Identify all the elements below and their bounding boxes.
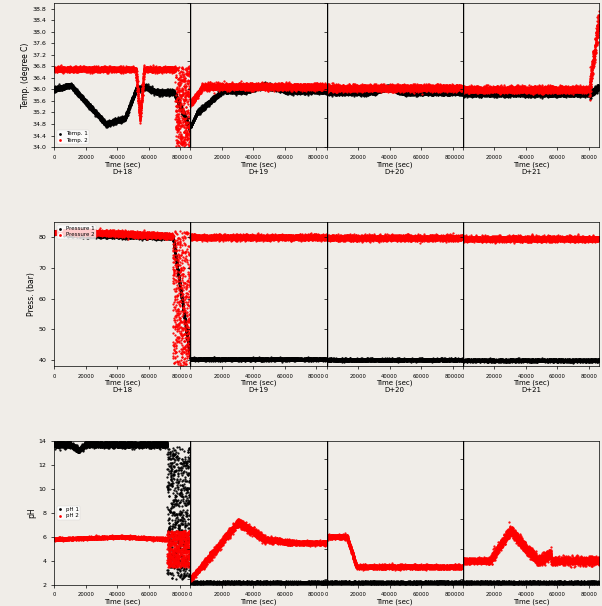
X-axis label: Time (sec)
D+19: Time (sec) D+19 — [240, 161, 277, 175]
X-axis label: Time (sec)
D+21: Time (sec) D+21 — [513, 599, 549, 606]
X-axis label: Time (sec)
D+20: Time (sec) D+20 — [376, 599, 413, 606]
Y-axis label: Temp. (degree C): Temp. (degree C) — [20, 42, 29, 108]
Y-axis label: pH: pH — [27, 507, 36, 518]
X-axis label: Time (sec)
D+18: Time (sec) D+18 — [104, 380, 140, 393]
X-axis label: Time (sec)
D+18: Time (sec) D+18 — [104, 599, 140, 606]
X-axis label: Time (sec)
D+21: Time (sec) D+21 — [513, 161, 549, 175]
Legend: pH 1, pH 2: pH 1, pH 2 — [57, 505, 81, 520]
X-axis label: Time (sec)
D+20: Time (sec) D+20 — [376, 161, 413, 175]
X-axis label: Time (sec)
D+18: Time (sec) D+18 — [104, 161, 140, 175]
Legend: Temp. 1, Temp. 2: Temp. 1, Temp. 2 — [57, 130, 89, 144]
Y-axis label: Press. (bar): Press. (bar) — [27, 272, 36, 316]
X-axis label: Time (sec)
D+19: Time (sec) D+19 — [240, 599, 277, 606]
X-axis label: Time (sec)
D+19: Time (sec) D+19 — [240, 380, 277, 393]
X-axis label: Time (sec)
D+20: Time (sec) D+20 — [376, 380, 413, 393]
Legend: Pressure 1, Pressure 2: Pressure 1, Pressure 2 — [57, 225, 96, 239]
X-axis label: Time (sec)
D+21: Time (sec) D+21 — [513, 380, 549, 393]
